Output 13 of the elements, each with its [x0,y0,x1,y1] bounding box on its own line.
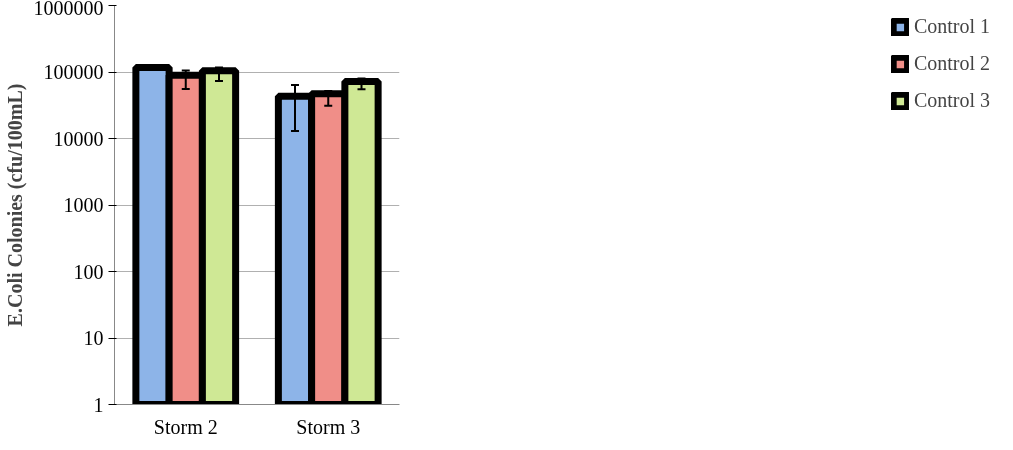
y-tick-label: 100 [73,260,104,283]
y-tick-label: 1 [93,393,104,416]
y-axis-title: E.Coli Colonies (cfu/100mL) [3,83,27,327]
legend-label: Control 3 [913,89,990,112]
y-tick-label: 1000000 [33,0,104,19]
y-tick-label: 10000 [53,127,104,150]
x-tick-label: Storm 2 [153,415,218,438]
y-tick-label: 1000 [63,194,104,216]
legend-label: Control 1 [913,15,990,38]
x-tick-label: Storm 3 [296,415,361,438]
y-tick-label: 100000 [43,61,104,83]
legend-label: Control 2 [913,52,990,75]
y-tick-label: 10 [83,327,104,349]
